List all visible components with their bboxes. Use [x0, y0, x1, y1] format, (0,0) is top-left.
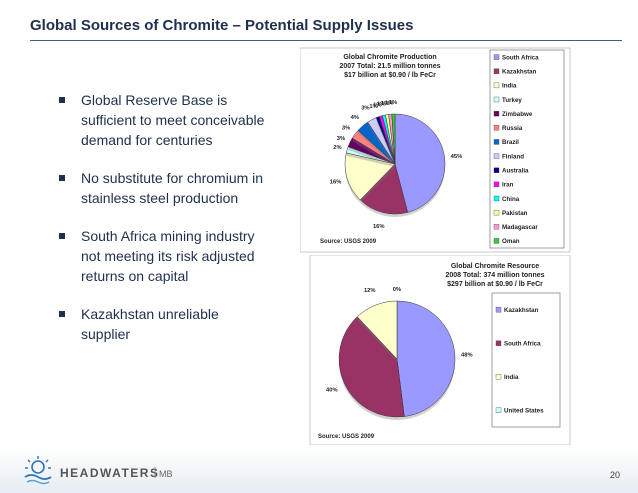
pie-slice	[344, 152, 396, 203]
slice-label: 16%	[373, 224, 385, 230]
legend-label: Turkey	[502, 97, 522, 104]
slice-label: 3%	[337, 136, 345, 142]
bullet-item: South Africa mining industry not meeting…	[56, 226, 271, 286]
legend-swatch	[493, 153, 500, 159]
slice-label: 0%	[393, 287, 401, 293]
square-bullet-icon	[59, 233, 65, 239]
chart-subtitle: $17 billion at $0.90 / lb FeCr	[344, 72, 436, 79]
headwaters-logo: HEADWATERS MB	[24, 456, 173, 485]
chart-subtitle: 2007 Total: 21.5 million tonnes	[339, 63, 440, 70]
legend-label: Kazakhstan	[504, 307, 539, 314]
slice-label: 4%	[351, 115, 359, 121]
legend-label: India	[504, 374, 519, 381]
legend-swatch	[493, 68, 500, 74]
pie-slice	[394, 113, 446, 216]
slice-label: 40%	[326, 388, 338, 394]
square-bullet-icon	[59, 175, 65, 181]
chart-subtitle: $297 billion at $0.90 / lb FeCr	[447, 281, 543, 288]
resource-pie-chart: Global Chromite Resource 2008 Total: 374 …	[309, 255, 571, 445]
legend-swatch	[493, 181, 500, 188]
legend-swatch	[493, 110, 500, 117]
legend-label: India	[502, 83, 517, 90]
legend-label: South Africa	[502, 54, 539, 61]
legend-swatch	[493, 209, 500, 216]
title-divider	[30, 40, 622, 41]
legend-label: United States	[504, 408, 544, 415]
legend-label: Brazil	[502, 139, 519, 146]
slice-label: 1%	[369, 104, 377, 110]
legend-swatch	[493, 125, 500, 131]
legend-swatch	[493, 167, 500, 173]
slice-label: 3%	[342, 126, 350, 132]
bullet-text: Kazakhstan unreliable supplier	[81, 306, 219, 342]
slice-label: 2%	[333, 145, 341, 151]
bullet-text: Global Reserve Base is sufficient to mee…	[81, 92, 265, 148]
pie-slice	[338, 316, 405, 420]
legend-label: South Africa	[504, 341, 541, 348]
sun-wave-icon	[24, 456, 52, 485]
pie-slice	[356, 300, 398, 362]
footer-band	[0, 448, 638, 493]
bullet-item: Global Reserve Base is sufficient to mee…	[56, 90, 271, 150]
legend-label: Russia	[502, 125, 523, 132]
legend-swatch	[495, 374, 502, 380]
chart-title: Global Chromite Resource	[451, 263, 539, 270]
bullet-item: Kazakhstan unreliable supplier	[56, 304, 271, 344]
page-number: 20	[609, 470, 620, 480]
legend-label: Pakistan	[502, 210, 528, 217]
production-pie-chart: Global Chromite Production 2007 Total: 21…	[300, 47, 571, 253]
chart-source: Source: USGS 2009	[318, 434, 375, 440]
legend-swatch	[493, 195, 500, 202]
slice-label: 1%	[389, 100, 397, 106]
legend-swatch	[493, 139, 500, 145]
slice-label: 1%	[373, 103, 381, 109]
chart-title: Global Chromite Production	[343, 54, 436, 61]
square-bullet-icon	[59, 311, 65, 317]
legend-box	[489, 49, 565, 249]
bullet-list: Global Reserve Base is sufficient to mee…	[56, 90, 271, 362]
legend-swatch	[493, 54, 500, 60]
slice-label: 45%	[451, 154, 463, 160]
slice-label: 3%	[361, 105, 369, 111]
legend-label: Oman	[502, 238, 520, 245]
legend-label: Australia	[502, 168, 529, 175]
slice-label: 1%	[377, 102, 385, 108]
bullet-text: No substitute for chromium in stainless …	[81, 170, 264, 206]
slice-label: 1%	[381, 101, 389, 107]
legend-swatch	[495, 307, 502, 313]
legend-label: Zimbabwe	[502, 111, 533, 118]
legend-swatch	[493, 224, 500, 230]
legend-label: China	[502, 196, 520, 203]
legend-swatch	[493, 96, 500, 103]
slice-label: 12%	[364, 288, 376, 294]
bullet-item: No substitute for chromium in stainless …	[56, 168, 271, 208]
slice-label: 16%	[330, 180, 342, 186]
pie-slice	[396, 300, 456, 420]
legend-box	[491, 292, 561, 428]
legend-swatch	[493, 238, 500, 244]
legend-label: Madagascar	[502, 224, 538, 231]
bullet-text: South Africa mining industry not meeting…	[81, 228, 255, 284]
logo-suffix: MB	[159, 469, 173, 479]
slide-title: Global Sources of Chromite – Potential S…	[30, 17, 414, 34]
slice-label: 1%	[385, 100, 393, 106]
pie-slice	[391, 113, 396, 167]
legend-label: Iran	[502, 182, 514, 189]
logo-brand: HEADWATERS	[60, 466, 159, 480]
legend-swatch	[495, 407, 502, 413]
square-bullet-icon	[59, 97, 65, 103]
legend-swatch	[495, 340, 502, 346]
legend-label: Finland	[502, 153, 524, 160]
legend-label: Kazakhstan	[502, 69, 537, 76]
chart-subtitle: 2008 Total: 374 million tonnes	[445, 272, 544, 279]
chart-source: Source: USGS 2009	[320, 239, 377, 245]
slice-label: 48%	[461, 353, 473, 359]
legend-swatch	[493, 82, 500, 89]
pie-slice	[359, 163, 408, 217]
